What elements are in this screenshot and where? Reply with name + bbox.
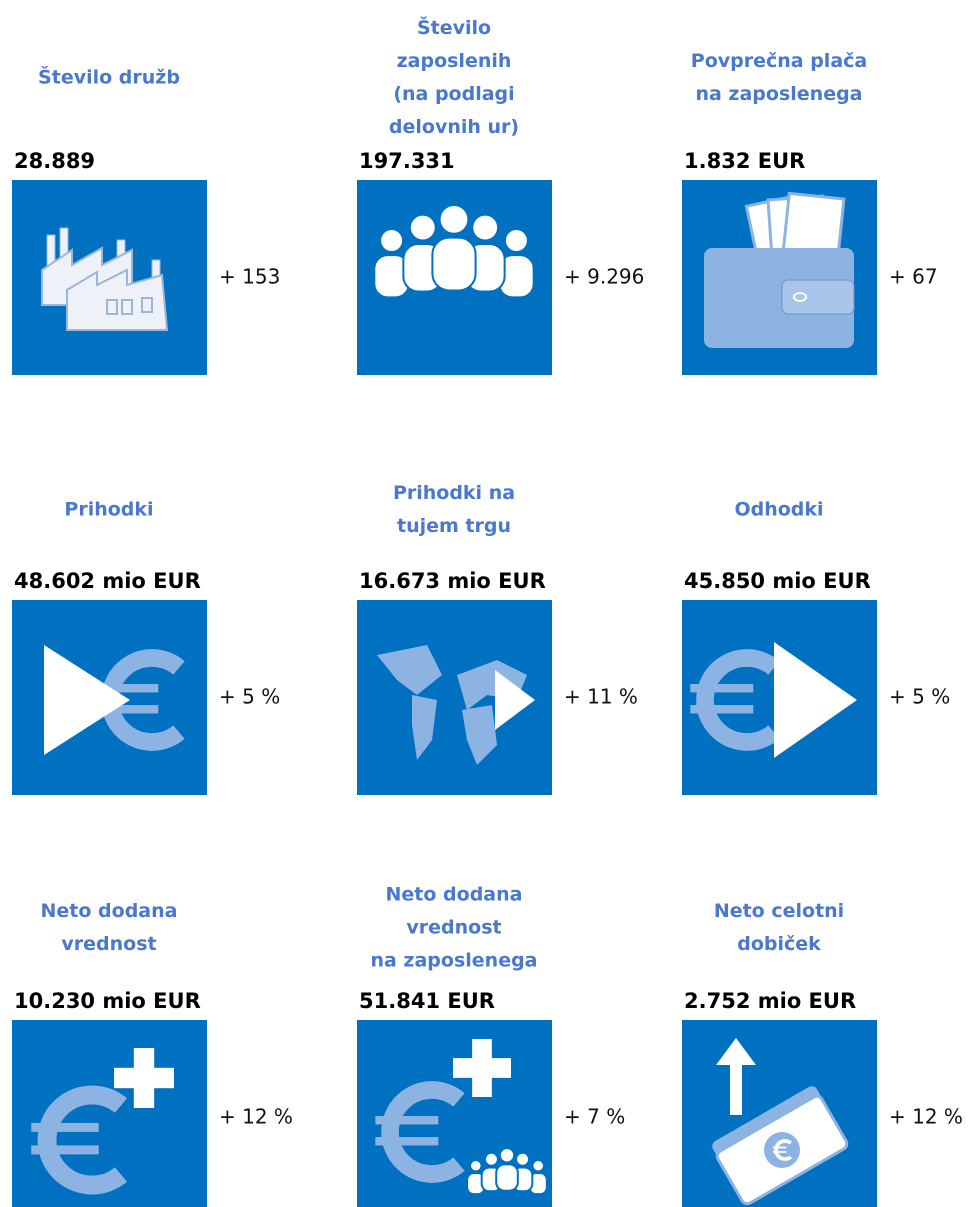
tile-title: Prihodki na bbox=[393, 482, 515, 504]
euro-bar bbox=[690, 705, 754, 714]
wallet-clasp bbox=[781, 279, 855, 315]
person-head bbox=[438, 204, 470, 235]
tile-value: 16.673 mio EUR bbox=[359, 569, 546, 593]
tile: Neto celotni dobiček 2.752 mio EUR + 12 % bbox=[682, 900, 963, 1207]
euro-bar bbox=[31, 1122, 99, 1132]
euro-bar bbox=[31, 1145, 99, 1155]
tile-change: + 9.296 bbox=[564, 265, 644, 289]
tile-title: Prihodki bbox=[64, 499, 153, 521]
icon bbox=[712, 1038, 849, 1206]
wallet-button bbox=[793, 292, 807, 302]
icon bbox=[704, 191, 855, 348]
person-head bbox=[531, 1159, 545, 1173]
person-head bbox=[483, 1151, 499, 1167]
tile-value: 10.230 mio EUR bbox=[14, 989, 201, 1013]
tile-value: 197.331 bbox=[359, 149, 455, 173]
person-body bbox=[431, 236, 477, 292]
plus bbox=[114, 1067, 174, 1089]
tile-value: 2.752 mio EUR bbox=[684, 989, 856, 1013]
continent bbox=[377, 645, 442, 695]
euro-bar bbox=[375, 1116, 439, 1125]
tile-value: 45.850 mio EUR bbox=[684, 569, 871, 593]
tile: Prihodki 48.602 mio EUR + 5 % bbox=[12, 499, 280, 795]
tile-title: tujem trgu bbox=[397, 515, 511, 537]
icon bbox=[41, 227, 169, 331]
person-head bbox=[408, 213, 437, 242]
euro-arc bbox=[774, 1139, 792, 1161]
euro-bar bbox=[95, 684, 159, 693]
tile-change: + 153 bbox=[219, 265, 280, 289]
tile-title: na zaposlenega bbox=[370, 950, 537, 972]
person-head bbox=[515, 1151, 531, 1167]
tile-title: vrednost bbox=[61, 933, 156, 955]
euro-bar bbox=[375, 1137, 439, 1146]
person-head bbox=[471, 213, 500, 242]
euro-bar bbox=[95, 705, 159, 714]
euro-bar bbox=[690, 684, 754, 693]
tile-change: + 11 % bbox=[564, 685, 638, 709]
tile-title: Odhodki bbox=[734, 499, 823, 521]
tile: Odhodki 45.850 mio EUR + 5 % bbox=[682, 499, 950, 795]
tile-title: Neto dodana bbox=[41, 900, 178, 922]
tile-change: + 67 bbox=[889, 265, 938, 289]
window bbox=[106, 299, 118, 315]
continent bbox=[462, 705, 497, 765]
tile: Povprečna plača na zaposlenega 1.832 EUR + … bbox=[682, 50, 938, 375]
tile-title: Neto celotni bbox=[714, 900, 844, 922]
euro-arc bbox=[37, 1085, 127, 1195]
icon bbox=[377, 645, 535, 765]
person-head bbox=[503, 228, 529, 254]
icon bbox=[375, 1039, 548, 1196]
tile-title: Število bbox=[417, 15, 491, 39]
play-arrow bbox=[774, 642, 857, 758]
person-head bbox=[498, 1147, 516, 1164]
tile-title: (na podlagi bbox=[393, 83, 514, 105]
tile-title: Število družb bbox=[38, 65, 180, 89]
play-arrow bbox=[495, 670, 535, 730]
window bbox=[121, 299, 133, 315]
tile: Neto dodana vrednost 10.230 mio EUR + 12 % bbox=[12, 900, 293, 1207]
icon bbox=[31, 1048, 174, 1195]
tile-value: 51.841 EUR bbox=[359, 989, 495, 1013]
icon bbox=[690, 642, 857, 758]
wallet bbox=[704, 248, 854, 348]
tile-value: 1.832 EUR bbox=[684, 149, 805, 173]
tile-title: Povprečna plača bbox=[691, 50, 867, 72]
tile-change: + 5 % bbox=[889, 685, 950, 709]
play-arrow bbox=[44, 645, 130, 755]
tile-value: 48.602 mio EUR bbox=[14, 569, 201, 593]
plus bbox=[453, 1058, 511, 1078]
person-head bbox=[469, 1159, 483, 1173]
continent bbox=[412, 695, 437, 760]
person-head bbox=[379, 228, 405, 254]
tile-title: dobiček bbox=[737, 933, 821, 955]
tile-change: + 12 % bbox=[889, 1105, 963, 1129]
play-arrow bbox=[716, 1038, 756, 1065]
euro-bar bbox=[772, 1151, 787, 1153]
euro-arc bbox=[696, 649, 780, 751]
tile: Število zaposlenih (na podlagi delovnih ur)… bbox=[357, 15, 644, 375]
tile-change: + 12 % bbox=[219, 1105, 293, 1129]
arrow-shaft bbox=[730, 1060, 742, 1115]
window bbox=[141, 297, 153, 313]
euro-arc bbox=[381, 1081, 465, 1183]
tile-title: delovnih ur) bbox=[389, 116, 519, 138]
icon bbox=[373, 204, 535, 299]
tile: Število družb 28.889 + 153 bbox=[12, 65, 280, 375]
person-body bbox=[495, 1163, 519, 1192]
coin bbox=[764, 1132, 800, 1168]
tile-title: vrednost bbox=[406, 917, 501, 939]
tile-change: + 5 % bbox=[219, 685, 280, 709]
tile-title: na zaposlenega bbox=[695, 83, 862, 105]
tile-title: Neto dodana bbox=[386, 884, 523, 906]
tile: Neto dodana vrednost na zaposlenega 51.841 … bbox=[357, 884, 625, 1207]
icon bbox=[44, 645, 185, 755]
tile-title: zaposlenih bbox=[397, 50, 512, 72]
tile-value: 28.889 bbox=[14, 149, 95, 173]
tile-change: + 7 % bbox=[564, 1105, 625, 1129]
tile: Prihodki na tujem trgu 16.673 mio EUR + 11 … bbox=[357, 482, 638, 795]
euro-bar bbox=[772, 1146, 787, 1149]
